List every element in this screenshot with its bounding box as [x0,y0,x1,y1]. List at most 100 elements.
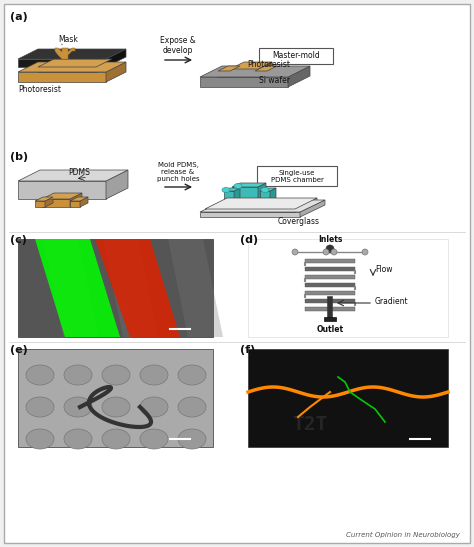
Polygon shape [106,62,126,82]
Polygon shape [35,239,120,337]
Polygon shape [218,66,240,71]
Text: Mold PDMS,
release &
punch holes: Mold PDMS, release & punch holes [157,162,199,182]
Polygon shape [288,66,310,87]
Bar [248,239,448,337]
Polygon shape [200,66,310,77]
Polygon shape [230,66,240,77]
Polygon shape [270,188,276,209]
Polygon shape [255,66,277,71]
Polygon shape [200,212,300,217]
Text: Photoresist: Photoresist [247,60,290,69]
Circle shape [362,249,368,255]
Polygon shape [55,48,75,59]
Ellipse shape [102,397,130,417]
Polygon shape [255,71,267,77]
Ellipse shape [64,365,92,385]
Polygon shape [18,72,106,82]
Ellipse shape [102,429,130,449]
Ellipse shape [64,429,92,449]
Polygon shape [200,200,325,212]
Text: (a): (a) [10,12,28,22]
Bar [18,239,213,337]
Polygon shape [267,66,277,77]
Polygon shape [38,67,96,72]
Text: Master-mold: Master-mold [272,51,320,61]
Polygon shape [258,62,272,77]
FancyBboxPatch shape [257,166,337,186]
Polygon shape [300,200,325,217]
Polygon shape [45,197,53,207]
Polygon shape [200,77,288,87]
Ellipse shape [222,188,230,193]
Ellipse shape [234,183,242,189]
Text: Photoresist: Photoresist [18,85,61,94]
Text: Outlet: Outlet [317,325,344,334]
Ellipse shape [64,397,92,417]
Polygon shape [106,170,128,199]
Ellipse shape [178,365,206,385]
Polygon shape [35,197,53,201]
Polygon shape [168,239,223,337]
Ellipse shape [140,397,168,417]
Text: Inlets: Inlets [318,235,342,244]
Polygon shape [234,188,240,209]
Polygon shape [96,59,112,72]
Bar [305,275,355,279]
Polygon shape [43,239,98,337]
Polygon shape [230,62,272,69]
Polygon shape [103,239,158,337]
Polygon shape [18,49,126,59]
Text: Gradient: Gradient [375,298,409,306]
Polygon shape [232,183,266,187]
Polygon shape [18,170,128,181]
Text: Expose &
develop: Expose & develop [160,36,196,55]
Text: (c): (c) [10,235,27,245]
Polygon shape [42,193,82,199]
Ellipse shape [26,365,54,385]
Circle shape [292,249,298,255]
Bar [248,349,448,447]
Ellipse shape [102,365,130,385]
Ellipse shape [261,188,269,193]
Text: T2T: T2T [292,416,328,434]
Text: PDMS: PDMS [68,168,90,177]
Polygon shape [106,49,126,67]
Polygon shape [224,188,240,191]
Text: Coverglass: Coverglass [278,217,320,226]
Text: Mask: Mask [58,35,78,44]
FancyBboxPatch shape [259,48,333,64]
Bar [305,283,355,287]
Polygon shape [95,239,180,337]
Polygon shape [232,187,258,209]
Circle shape [331,249,337,255]
Text: (b): (b) [10,152,28,162]
Polygon shape [260,191,270,209]
Polygon shape [258,183,266,209]
Bar [305,259,355,263]
Polygon shape [80,197,88,207]
Polygon shape [42,199,70,207]
Text: (f): (f) [240,345,255,355]
Polygon shape [205,209,295,212]
Polygon shape [224,191,234,209]
FancyBboxPatch shape [4,4,470,543]
Polygon shape [70,201,80,207]
Bar [305,267,355,271]
Bar [305,299,355,303]
Ellipse shape [26,429,54,449]
Ellipse shape [26,397,54,417]
Polygon shape [35,201,45,207]
Ellipse shape [178,397,206,417]
Polygon shape [38,59,112,67]
Circle shape [323,249,329,255]
Text: Current Opinion in Neurobiology: Current Opinion in Neurobiology [346,532,460,538]
Ellipse shape [140,429,168,449]
Polygon shape [18,62,126,72]
Polygon shape [295,198,317,212]
Bar [305,307,355,311]
Text: Flow: Flow [375,265,392,274]
Text: (d): (d) [240,235,258,245]
Text: Si wafer: Si wafer [259,76,290,85]
Bar [18,349,213,447]
Polygon shape [70,197,88,201]
